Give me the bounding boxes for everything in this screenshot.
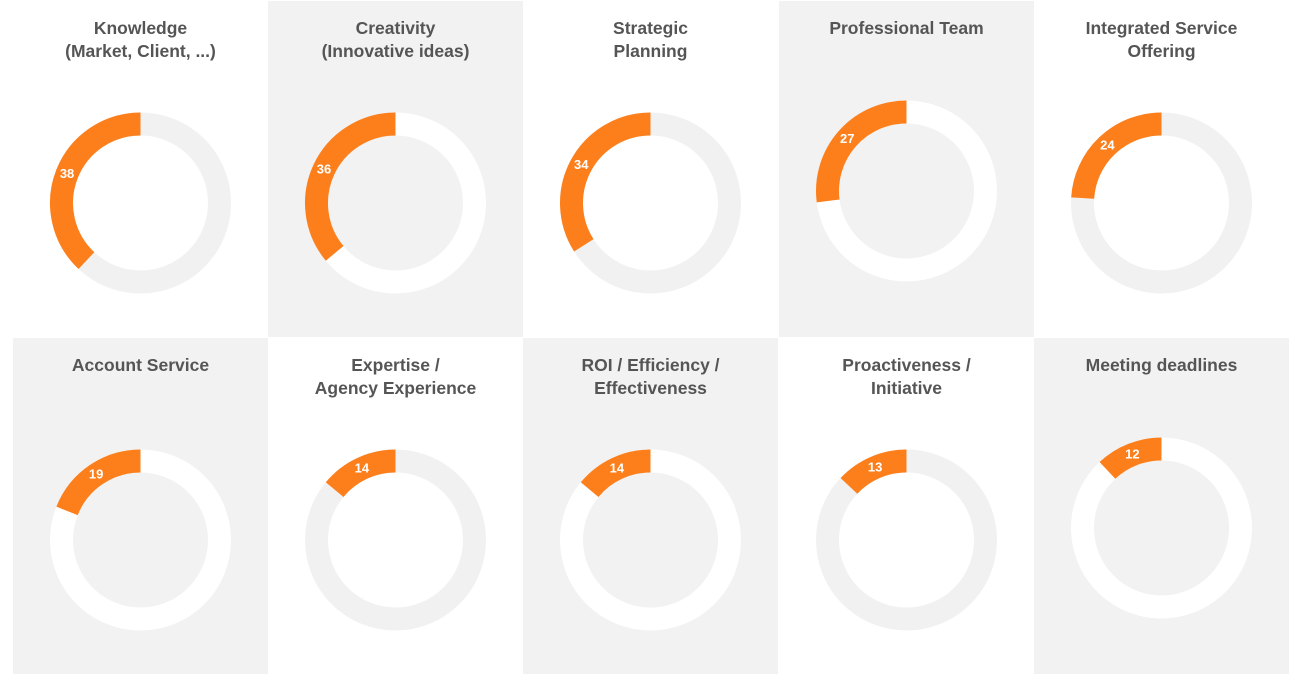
donut-value-arc <box>1099 437 1162 480</box>
donut-value-label: 13 <box>868 460 882 475</box>
chart-title: Integrated Service Offering <box>1034 17 1289 63</box>
chart-panel: Integrated Service Offering 24 <box>1034 1 1289 337</box>
chart-title: ROI / Efficiency / Effectiveness <box>523 354 778 400</box>
chart-title-line: Integrated Service <box>1085 18 1238 38</box>
chart-title-line: Creativity <box>355 18 436 38</box>
chart-title-line: Effectiveness <box>594 378 707 398</box>
donut-value-label: 24 <box>1100 137 1115 152</box>
donut-value-arc <box>56 449 141 516</box>
chart-panel: Proactiveness / Initiative 13 <box>779 338 1034 674</box>
donut-value-arc <box>325 449 396 498</box>
donut-chart: 36 <box>305 112 486 294</box>
chart-title-line: Offering <box>1127 41 1196 61</box>
donut-chart: 24 <box>1071 112 1252 294</box>
donut-chart: 14 <box>305 449 486 631</box>
chart-title-line: (Innovative ideas) <box>321 41 470 61</box>
chart-title-line: Professional Team <box>829 18 984 38</box>
donut-chart: 13 <box>816 449 997 631</box>
donut-value-arc <box>50 112 141 269</box>
chart-title: Strategic Planning <box>523 17 778 63</box>
donut-chart: 27 <box>816 100 997 282</box>
donut-chart: 14 <box>560 449 741 631</box>
chart-title: Knowledge (Market, Client, ...) <box>13 17 268 63</box>
chart-title: Professional Team <box>779 17 1034 40</box>
donut-value-label: 38 <box>60 166 74 181</box>
chart-panel: Account Service 19 <box>13 338 268 674</box>
chart-title: Proactiveness / Initiative <box>779 354 1034 400</box>
donut-value-label: 36 <box>317 161 331 176</box>
donut-chart: 12 <box>1071 437 1252 619</box>
chart-title-line: Strategic <box>613 18 688 38</box>
chart-panel: Professional Team 27 <box>779 1 1034 337</box>
chart-title-line: Account Service <box>71 355 210 375</box>
chart-title-line: (Market, Client, ...) <box>65 41 216 61</box>
donut-chart: 34 <box>560 112 741 294</box>
chart-title-line: Knowledge <box>93 18 188 38</box>
donut-value-arc <box>840 449 907 495</box>
donut-value-arc <box>580 449 651 498</box>
chart-title-line: ROI / Efficiency / <box>581 355 720 375</box>
chart-title: Account Service <box>13 354 268 377</box>
chart-title-line: Agency Experience <box>314 378 477 398</box>
donut-value-arc <box>816 100 907 203</box>
donut-value-label: 14 <box>355 461 370 476</box>
donut-chart: 19 <box>50 449 231 631</box>
chart-title-line: Proactiveness / <box>842 355 971 375</box>
donut-value-label: 19 <box>89 467 103 482</box>
chart-title-line: Expertise / <box>351 355 440 375</box>
donut-track <box>1071 437 1252 619</box>
chart-panel: Meeting deadlines 12 <box>1034 338 1289 674</box>
chart-panel: ROI / Efficiency / Effectiveness 14 <box>523 338 778 674</box>
chart-panel: Creativity (Innovative ideas) 36 <box>268 1 523 337</box>
donut-value-label: 12 <box>1125 447 1139 462</box>
chart-panel: Knowledge (Market, Client, ...) 38 <box>13 1 268 337</box>
donut-value-label: 27 <box>840 131 854 146</box>
donut-value-label: 14 <box>610 461 625 476</box>
chart-panel: Strategic Planning 34 <box>523 1 778 337</box>
donut-value-label: 34 <box>574 157 589 172</box>
chart-title: Creativity (Innovative ideas) <box>268 17 523 63</box>
chart-title: Expertise / Agency Experience <box>268 354 523 400</box>
donut-chart: 38 <box>50 112 231 294</box>
chart-title: Meeting deadlines <box>1034 354 1289 377</box>
chart-panel: Expertise / Agency Experience 14 <box>268 338 523 674</box>
donut-value-arc <box>305 112 396 261</box>
donut-value-arc <box>560 112 651 252</box>
chart-title-line: Meeting deadlines <box>1085 355 1238 375</box>
chart-title-line: Planning <box>613 41 688 61</box>
donut-value-arc <box>1071 112 1162 200</box>
chart-title-line: Initiative <box>871 378 942 398</box>
